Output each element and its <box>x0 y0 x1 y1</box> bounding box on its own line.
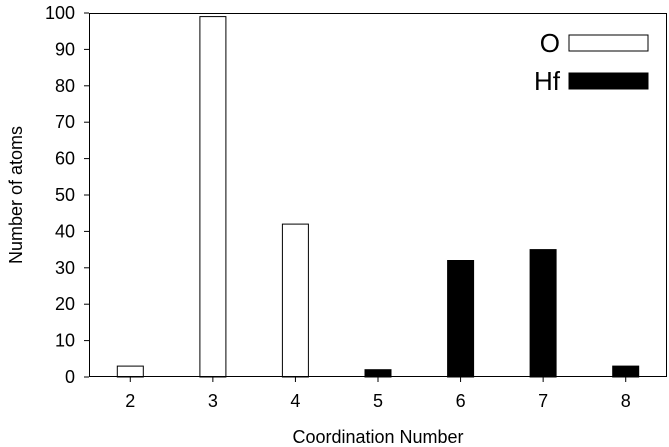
x-tick-label: 3 <box>208 391 218 411</box>
bar-o-2 <box>116 365 144 378</box>
x-tick-label: 5 <box>373 391 383 411</box>
y-tick-label: 80 <box>55 76 75 96</box>
y-axis-title: Number of atoms <box>6 126 26 264</box>
x-tick-label: 6 <box>456 391 466 411</box>
plot-area-frame <box>89 13 667 377</box>
legend-label-hf: Hf <box>534 66 561 96</box>
x-axis-title: Coordination Number <box>292 427 463 447</box>
bar-o-3 <box>199 16 227 378</box>
bar-o-4 <box>281 223 309 378</box>
legend-swatch-o <box>568 34 649 52</box>
y-tick-label: 90 <box>55 39 75 59</box>
x-axis: 2 3 4 5 6 7 8 <box>125 377 631 411</box>
y-tick-label: 10 <box>55 331 75 351</box>
y-tick-label: 70 <box>55 112 75 132</box>
y-tick-label: 60 <box>55 149 75 169</box>
y-tick-label: 40 <box>55 221 75 241</box>
bar-hf-7 <box>529 249 557 378</box>
y-tick-label: 50 <box>55 185 75 205</box>
x-tick-label: 4 <box>290 391 300 411</box>
x-tick-label: 8 <box>621 391 631 411</box>
bars-layer <box>116 16 640 378</box>
y-tick-label: 30 <box>55 258 75 278</box>
legend-swatch-hf <box>568 72 649 90</box>
y-tick-label: 20 <box>55 294 75 314</box>
x-tick-label: 2 <box>125 391 135 411</box>
legend-label-o: O <box>540 28 560 58</box>
x-tick-label: 7 <box>538 391 548 411</box>
bar-hf-8 <box>612 365 640 378</box>
y-axis: 0 10 20 30 40 50 60 70 80 90 100 <box>45 3 89 387</box>
bar-hf-5 <box>364 369 392 378</box>
bar-hf-6 <box>447 260 475 378</box>
y-tick-label: 0 <box>65 367 75 387</box>
y-tick-label: 100 <box>45 3 75 23</box>
legend: O Hf <box>534 28 649 96</box>
